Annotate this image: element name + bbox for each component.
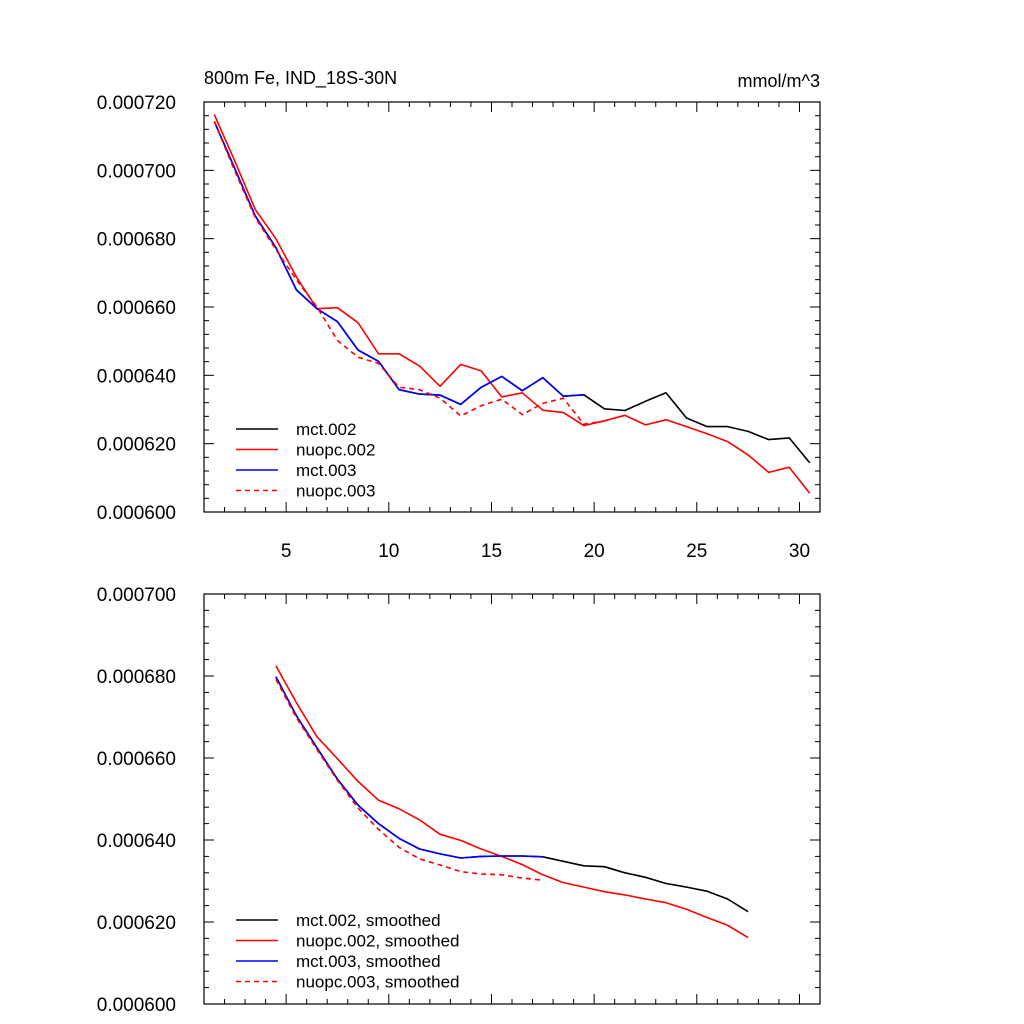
legend-label-1: nuopc.002, smoothed bbox=[296, 932, 460, 951]
series-line-3 bbox=[213, 121, 605, 426]
y-tick-label: 0.000620 bbox=[97, 435, 176, 456]
y-tick-label: 0.000640 bbox=[97, 831, 176, 852]
legend-label-3: nuopc.003 bbox=[296, 482, 375, 501]
x-tick-label: 15 bbox=[481, 541, 502, 562]
y-tick-label: 0.000680 bbox=[97, 230, 176, 251]
y-tick-label: 0.000660 bbox=[97, 298, 176, 319]
y-tick-label: 0.000680 bbox=[97, 667, 176, 688]
units-label: mmol/m^3 bbox=[738, 71, 820, 91]
y-tick-label: 0.000640 bbox=[97, 366, 176, 387]
legend-label-0: mct.002, smoothed bbox=[296, 911, 441, 930]
y-tick-label: 0.000620 bbox=[97, 913, 176, 934]
series-line-3 bbox=[275, 678, 543, 881]
y-tick-label: 0.000700 bbox=[97, 585, 176, 606]
series-line-2 bbox=[275, 676, 543, 859]
y-tick-label: 0.000660 bbox=[97, 749, 176, 770]
y-tick-label: 0.000600 bbox=[97, 995, 176, 1016]
x-tick-label: 30 bbox=[789, 541, 810, 562]
y-tick-label: 0.000720 bbox=[97, 93, 176, 114]
chart-title: 800m Fe, IND_18S-30N bbox=[204, 68, 397, 89]
series-line-2 bbox=[213, 121, 584, 406]
legend-label-3: nuopc.003, smoothed bbox=[296, 973, 460, 992]
y-tick-label: 0.000700 bbox=[97, 161, 176, 182]
x-tick-label: 25 bbox=[686, 541, 707, 562]
series-line-1 bbox=[275, 665, 749, 939]
legend-label-1: nuopc.002 bbox=[296, 441, 375, 460]
top-panel: 800m Fe, IND_18S-30N mmol/m^3 5 10 15 20 25 3… bbox=[97, 68, 821, 562]
y-tick-label: 0.000600 bbox=[97, 503, 176, 524]
legend-label-0: mct.002 bbox=[296, 420, 356, 439]
legend-label-2: mct.003 bbox=[296, 461, 356, 480]
series-line-0 bbox=[213, 121, 811, 464]
x-tick-label: 20 bbox=[584, 541, 605, 562]
x-tick-label: 10 bbox=[378, 541, 399, 562]
x-tick-label: 5 bbox=[281, 541, 292, 562]
bottom-panel: 0.000600 0.000620 0.000640 0.000660 0.000680… bbox=[97, 585, 821, 1016]
legend-label-2: mct.003, smoothed bbox=[296, 952, 441, 971]
